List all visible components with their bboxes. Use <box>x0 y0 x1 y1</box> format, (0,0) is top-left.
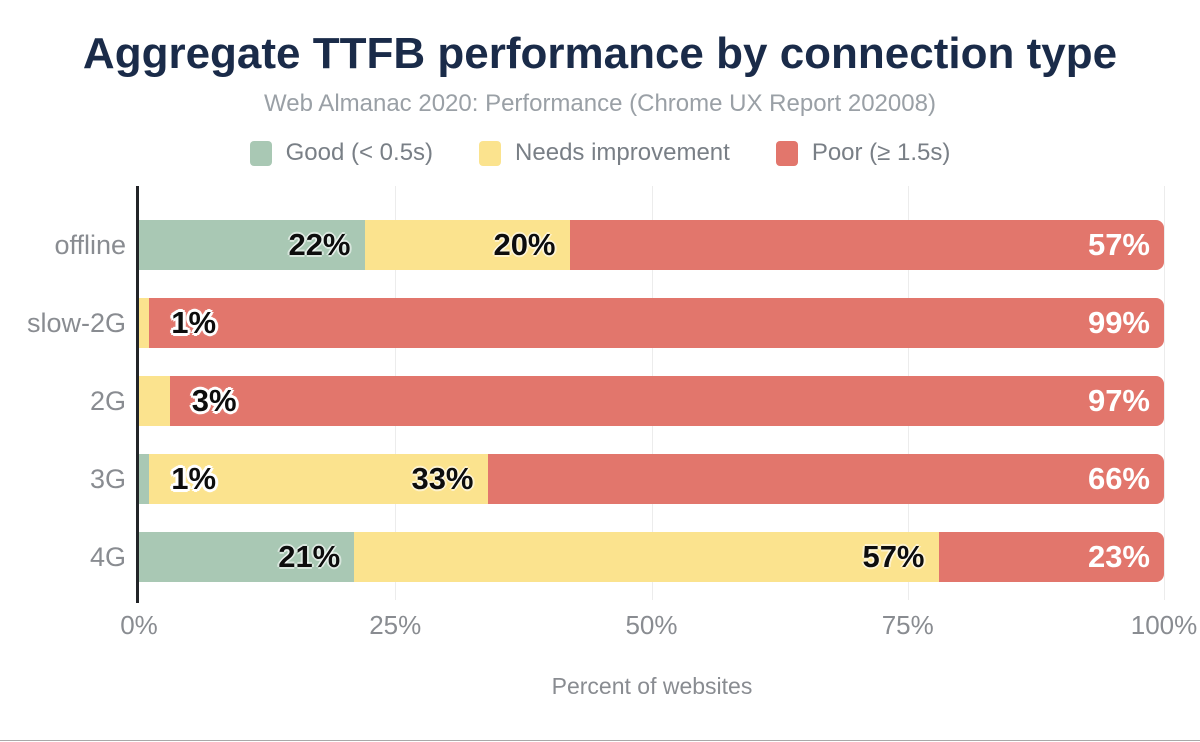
x-axis-tick-label: 0% <box>120 610 158 640</box>
bar-value-label: 20% <box>493 227 556 262</box>
legend-item-good: Good (< 0.5s) <box>249 139 434 167</box>
bar-value-label: 1% <box>171 461 217 496</box>
bar-segment-needs-improvement[interactable] <box>354 532 939 582</box>
legend-swatch-needs-improvement <box>479 140 502 166</box>
y-axis-label: 3G <box>89 464 126 494</box>
bar-segment-needs-improvement[interactable] <box>139 376 170 426</box>
bar-value-label: 66% <box>1087 461 1150 496</box>
legend-label: Poor (≥ 1.5s) <box>811 139 951 166</box>
bar-row-2G: 3% 97% <box>139 376 1164 426</box>
chart-title: Aggregate TTFB performance by connection… <box>82 29 1118 78</box>
gridline <box>1164 186 1165 600</box>
bar-segment-good[interactable] <box>139 220 365 270</box>
bar-value-label: 57% <box>1087 227 1150 262</box>
legend-item-needs-improvement: Needs improvement <box>479 139 730 167</box>
bar-value-label: 99% <box>1087 305 1150 340</box>
bar-row-slow-2G: 1% 99% <box>139 298 1164 348</box>
bar-segment-good[interactable] <box>139 454 150 504</box>
y-axis-label: 4G <box>89 542 126 572</box>
bar-segment-poor[interactable] <box>938 532 1164 582</box>
bar-value-label: 57% <box>862 539 925 574</box>
legend: Good (< 0.5s) Needs improvement Poor (≥ 1.… <box>0 139 1200 167</box>
bar-value-label: 21% <box>278 539 341 574</box>
bar-row-4G: 21% 57% 23% <box>139 532 1164 582</box>
legend-swatch-good <box>249 140 272 166</box>
bar-value-label: 33% <box>411 461 474 496</box>
bar-value-label: 3% <box>191 383 237 418</box>
y-axis-line <box>136 186 139 603</box>
y-axis-label: offline <box>54 230 126 260</box>
y-axis-label: 2G <box>89 386 126 416</box>
bar-value-label: 1% <box>171 305 217 340</box>
bar-segment-needs-improvement[interactable] <box>149 454 488 504</box>
bar-segment-needs-improvement[interactable] <box>139 298 150 348</box>
bar-value-label: 23% <box>1087 539 1150 574</box>
x-axis-tick-label: 50% <box>625 610 678 640</box>
bar-segment-poor[interactable] <box>569 220 1164 270</box>
bar-row-3G: 1% 33% 66% <box>139 454 1164 504</box>
bar-value-label: 97% <box>1087 383 1150 418</box>
bar-row-offline: 22% 20% 57% <box>139 220 1164 270</box>
y-axis-label: slow-2G <box>26 308 126 338</box>
legend-label: Needs improvement <box>515 139 730 166</box>
x-axis-tick-label: 25% <box>369 610 422 640</box>
bar-value-label: 22% <box>288 227 351 262</box>
x-axis-title: Percent of websites <box>551 673 753 699</box>
bar-segment-good[interactable] <box>139 532 355 582</box>
x-axis-tick-label: 75% <box>881 610 934 640</box>
bar-segment-poor[interactable] <box>487 454 1164 504</box>
legend-item-poor: Poor (≥ 1.5s) <box>775 139 951 167</box>
legend-swatch-poor <box>775 140 798 166</box>
chart-subtitle: Web Almanac 2020: Performance (Chrome UX… <box>264 90 936 117</box>
legend-label: Good (< 0.5s) <box>285 139 434 166</box>
bar-segment-poor[interactable] <box>169 376 1164 426</box>
bar-segment-poor[interactable] <box>149 298 1164 348</box>
bar-segment-needs-improvement[interactable] <box>364 220 570 270</box>
x-axis-tick-label: 100% <box>1130 610 1198 640</box>
bottom-border <box>0 740 1200 741</box>
